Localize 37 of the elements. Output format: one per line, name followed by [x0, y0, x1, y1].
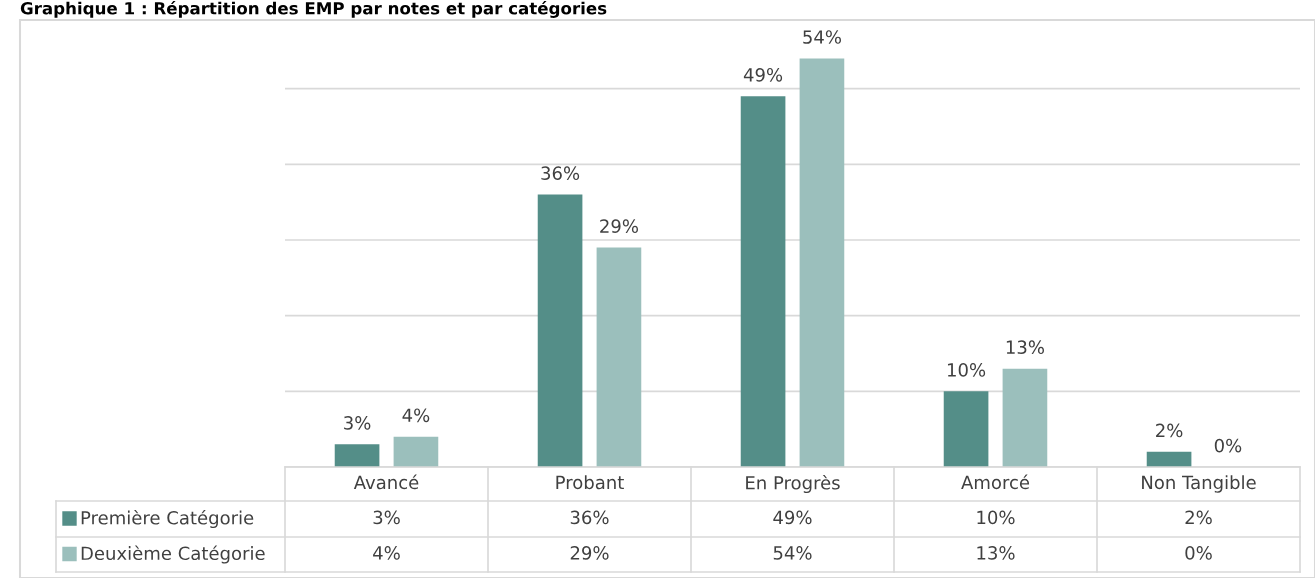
bar	[1146, 451, 1192, 467]
data-label: 10%	[977, 510, 1015, 525]
bar	[334, 444, 380, 467]
bar	[1002, 368, 1048, 467]
text: 3%	[344, 416, 371, 430]
bar	[596, 247, 642, 467]
bar	[740, 96, 786, 467]
text: 29%	[600, 219, 638, 233]
text: 54%	[803, 30, 841, 44]
legend-label: Première Catégorie	[81, 509, 254, 529]
bar	[393, 436, 439, 467]
x-tick-label: Probant	[556, 475, 624, 490]
text: 13%	[1006, 340, 1044, 355]
data-label: 36%	[570, 510, 609, 525]
legend-label: Deuxième Catégorie	[81, 545, 265, 564]
x-tick-label: En Progrès	[746, 474, 840, 494]
data-label: 4%	[373, 546, 400, 560]
data-label: 54%	[773, 546, 812, 560]
bar	[943, 391, 989, 467]
bar	[537, 194, 583, 467]
text: 10%	[947, 363, 986, 377]
text: 4%	[402, 408, 430, 423]
text: 0%	[1214, 438, 1242, 453]
data-label: 0%	[1185, 546, 1212, 560]
x-tick-label: Amorcé	[961, 474, 1030, 490]
text: 2%	[1156, 423, 1183, 438]
data-label: 2%	[1185, 510, 1212, 525]
bar	[799, 58, 845, 467]
data-label: 3%	[373, 510, 400, 525]
text: 49%	[743, 67, 783, 82]
text: 36%	[541, 166, 580, 181]
x-tick-label: Avancé	[353, 474, 419, 490]
data-label: 13%	[977, 546, 1015, 560]
data-label: 29%	[570, 546, 609, 560]
data-label: 49%	[773, 510, 812, 525]
chart-title: Graphique 1 : Répartition des EMP par notes et par catégories	[20, 1, 607, 18]
x-tick-label: Non Tangible	[1142, 475, 1256, 493]
